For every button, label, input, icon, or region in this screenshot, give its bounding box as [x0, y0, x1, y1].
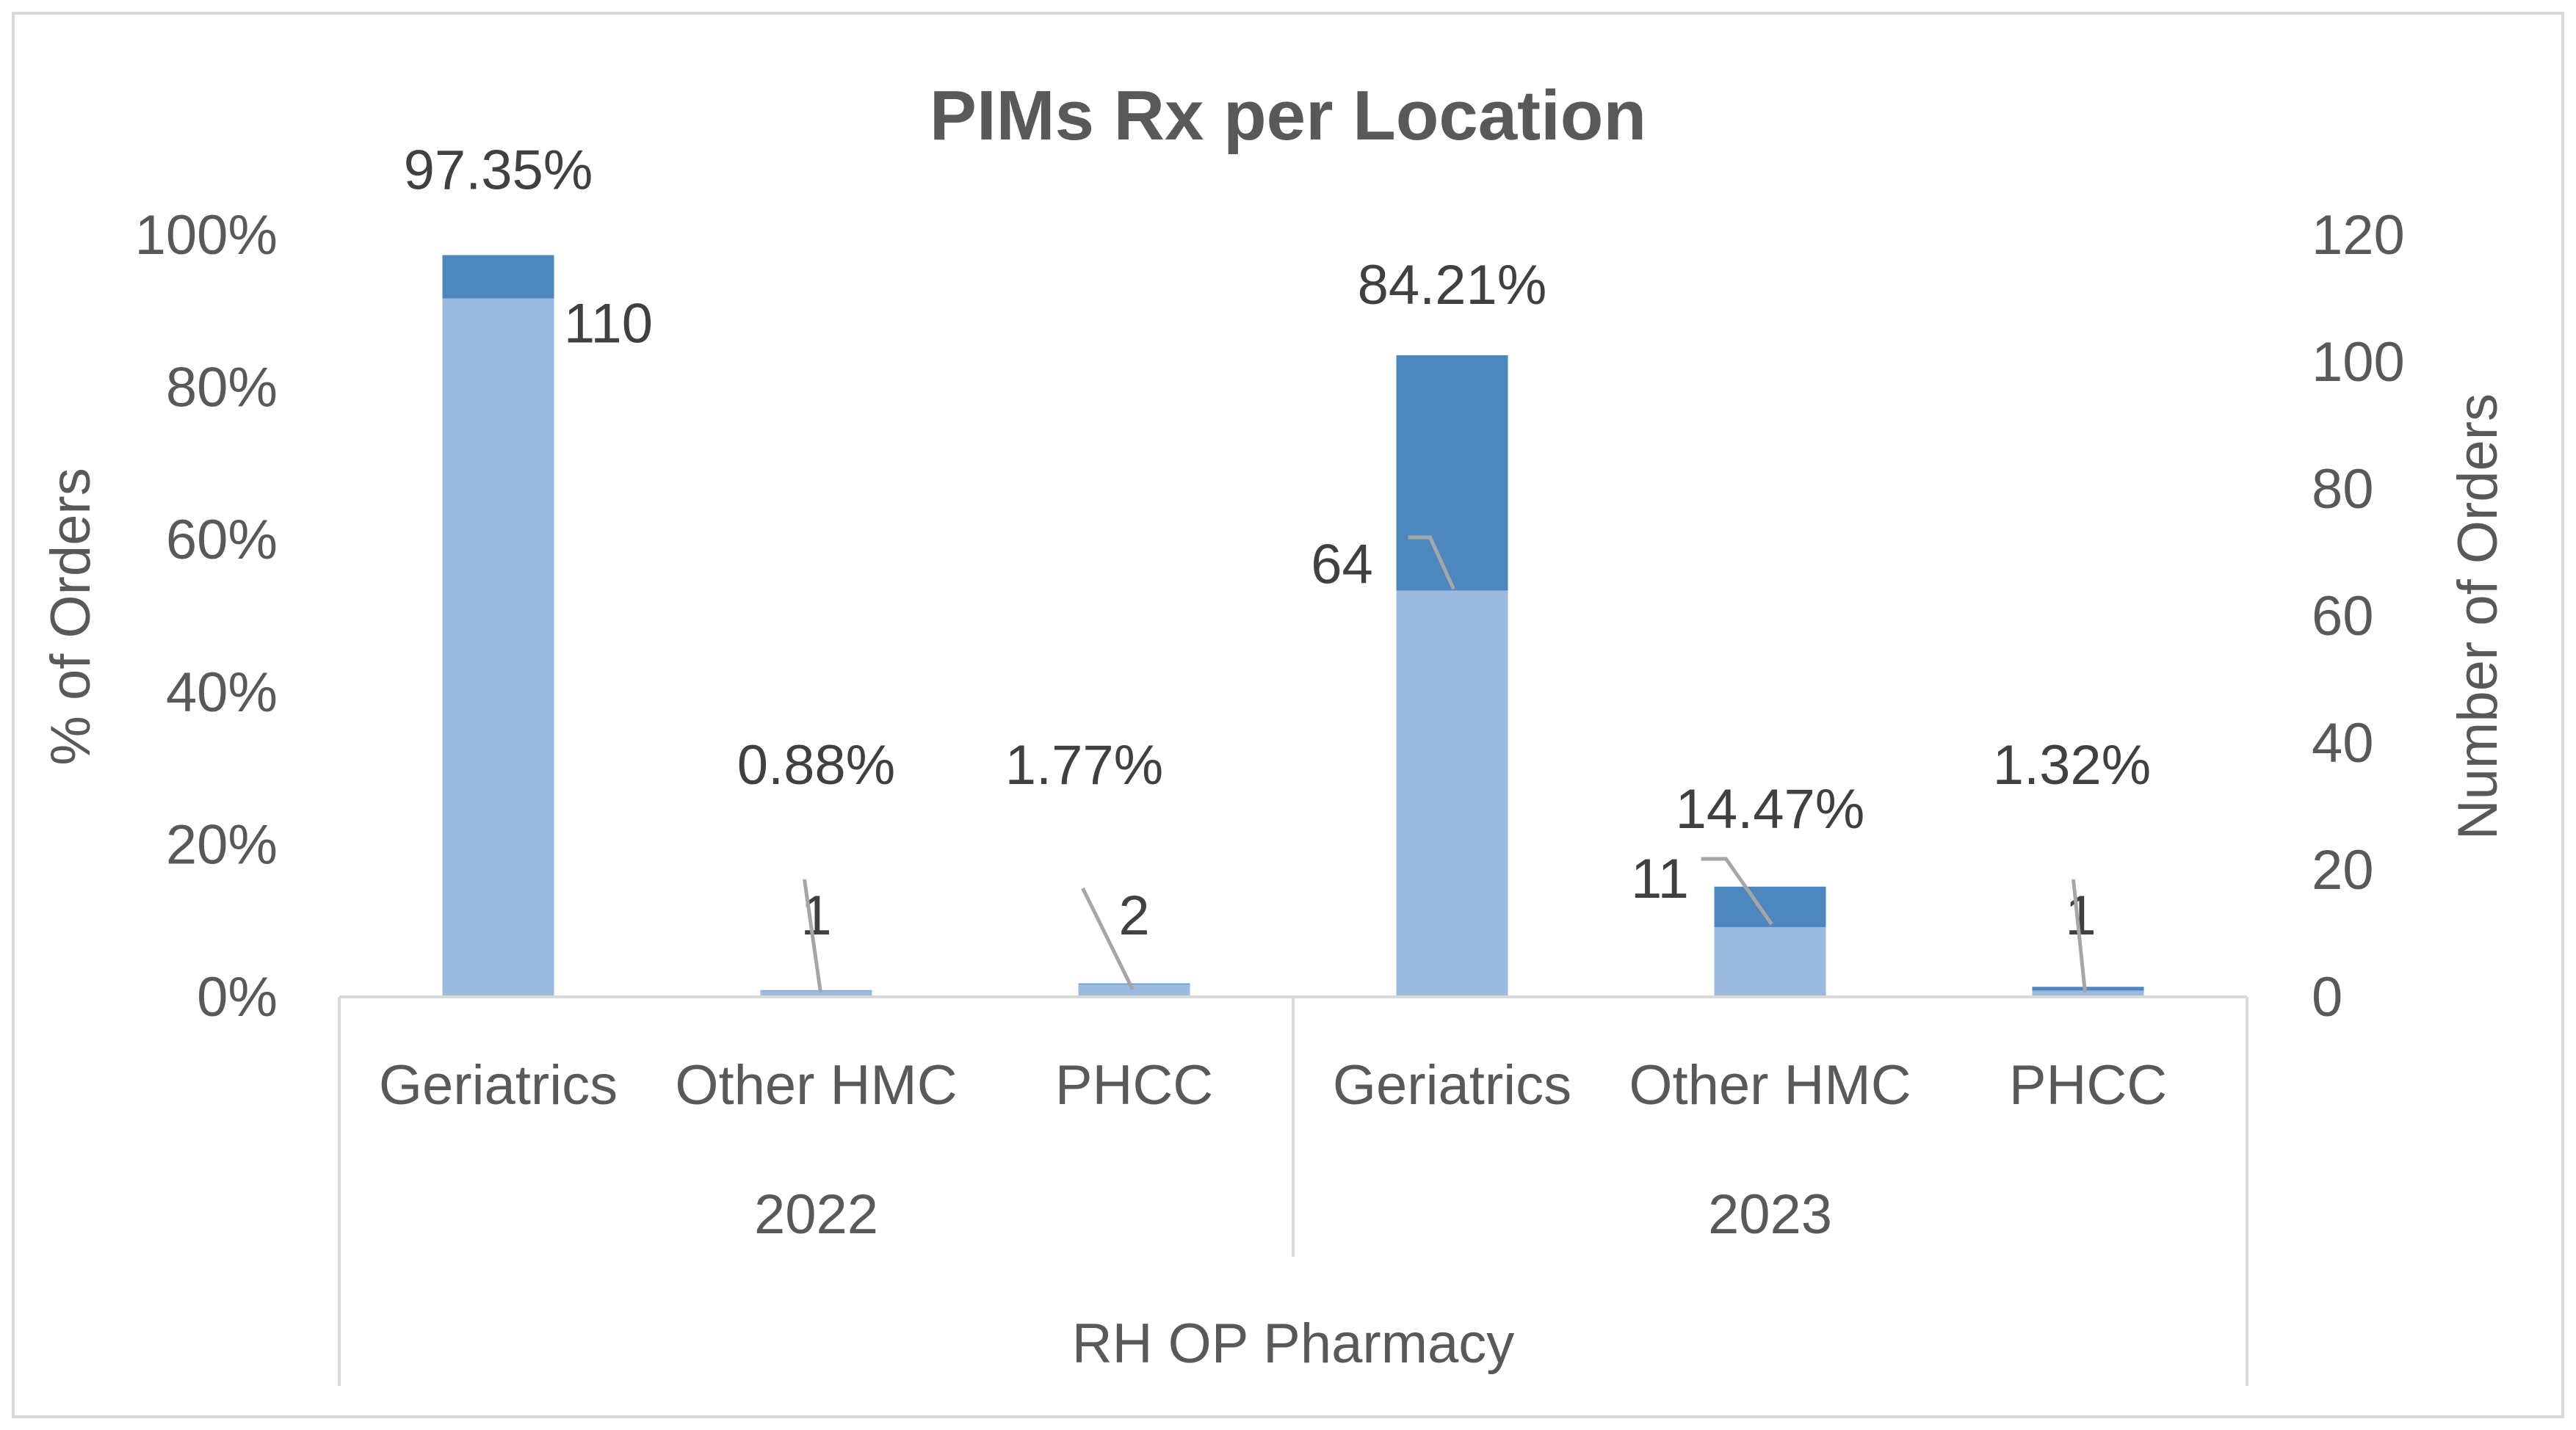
- category-axis-lines: [338, 995, 2248, 1386]
- data-label-percent: 1.32%: [1993, 734, 2152, 796]
- category-label: Geriatrics: [379, 1054, 618, 1117]
- y-right-tick-label: 20: [2312, 839, 2374, 901]
- data-label-count: 110: [564, 293, 653, 355]
- data-label-count: 11: [1631, 848, 1689, 910]
- category-label: Geriatrics: [1333, 1054, 1571, 1117]
- data-label-count: 64: [1311, 533, 1373, 595]
- category-label: Other HMC: [1629, 1054, 1911, 1117]
- chart-frame: [12, 12, 2564, 1418]
- y-right-tick-label: 0: [2312, 966, 2342, 1028]
- y-right-axis-title: Number of Orders: [2447, 393, 2509, 840]
- y-right-tick-label: 40: [2312, 712, 2374, 774]
- y-right-ticks: 0 20 40 60 80 100 120: [2312, 204, 2405, 1028]
- category-labels: Geriatrics Other HMC PHCC Geriatrics Other H…: [379, 1054, 2167, 1375]
- y-left-tick-label: 0%: [197, 966, 278, 1028]
- y-left-tick-label: 60%: [166, 509, 278, 571]
- bars: [442, 255, 2144, 998]
- data-label-percent: 97.35%: [404, 139, 593, 202]
- data-label-count: 2: [1118, 885, 1149, 947]
- leader-line: [1081, 887, 1135, 991]
- y-right-tick-label: 120: [2312, 204, 2405, 266]
- leader-line: [1701, 857, 1773, 926]
- data-labels: 97.35%1100.88%11.77%284.21%6414.47%111.3…: [404, 139, 2152, 993]
- group-label: 2022: [754, 1183, 878, 1246]
- y-left-tick-label: 100%: [135, 204, 278, 266]
- leader-line: [1408, 535, 1455, 590]
- data-label-percent: 1.77%: [1005, 734, 1164, 796]
- category-label: PHCC: [1055, 1054, 1213, 1117]
- y-left-tick-label: 80%: [166, 357, 278, 419]
- y-left-tick-label: 40%: [166, 661, 278, 724]
- group-label: 2023: [1708, 1183, 1832, 1246]
- y-left-tick-label: 20%: [166, 813, 278, 876]
- bar-count: [1396, 590, 1508, 997]
- data-label-percent: 0.88%: [737, 734, 896, 796]
- leader-line: [2072, 879, 2087, 993]
- category-label: Other HMC: [675, 1054, 957, 1117]
- y-left-ticks: 0% 20% 40% 60% 80% 100%: [135, 204, 278, 1028]
- category-label: PHCC: [2009, 1054, 2167, 1117]
- bar-count: [760, 990, 872, 997]
- y-right-tick-label: 60: [2312, 585, 2374, 647]
- data-label-percent: 84.21%: [1358, 254, 1547, 316]
- bar-count: [2032, 990, 2144, 997]
- y-right-tick-label: 80: [2312, 458, 2374, 520]
- bar-count: [442, 298, 554, 997]
- y-right-tick-label: 100: [2312, 331, 2405, 393]
- y-left-axis-title: % of Orders: [40, 468, 102, 765]
- bar-count: [1078, 984, 1190, 997]
- bar-count: [1714, 926, 1826, 997]
- outer-group-label: RH OP Pharmacy: [1072, 1313, 1515, 1375]
- leader-line: [803, 879, 822, 993]
- data-label-percent: 14.47%: [1676, 778, 1865, 841]
- chart-title: PIMs Rx per Location: [930, 76, 1646, 155]
